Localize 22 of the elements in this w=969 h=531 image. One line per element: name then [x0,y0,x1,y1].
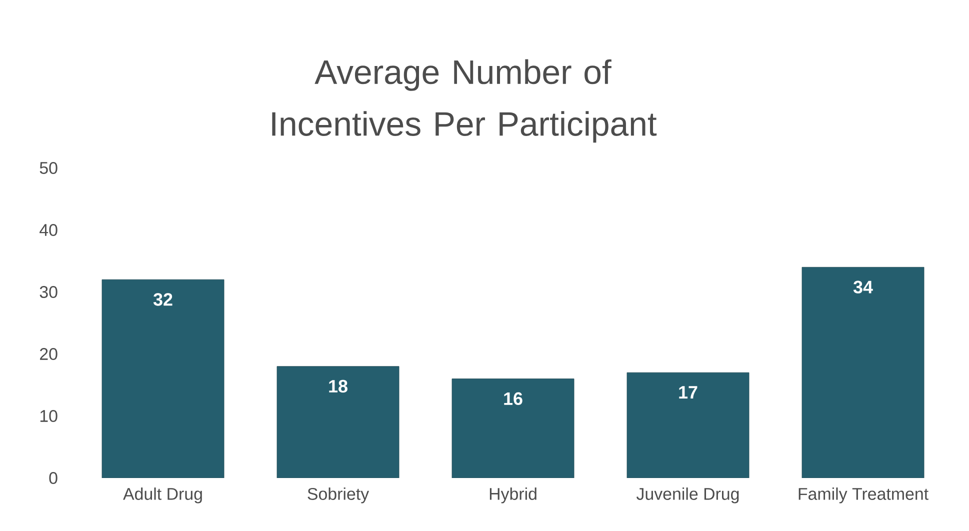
chart-title: Average Number of Incentives Per Participant [272,59,657,143]
bar [102,279,224,478]
data-label: 18 [329,380,348,393]
bar [802,266,924,478]
y-tick-label: 0 [49,472,58,484]
data-label: 17 [679,386,698,398]
y-tick-label: 20 [40,348,58,360]
y-tick-label: 10 [40,410,58,422]
bar [452,378,574,478]
x-tick-label: Family Treatment [798,488,928,504]
data-label: 32 [153,293,172,306]
data-label: 16 [504,392,522,405]
x-tick-label: Juvenile Drug [636,488,739,504]
bar [626,372,750,478]
x-tick-label: Hybrid [490,488,536,504]
data-label: 34 [853,280,873,294]
x-tick-label: Sobriety [308,488,370,504]
y-tick-label: 40 [40,224,58,236]
bar [277,366,400,478]
x-tick-label: Adult Drug [123,488,202,504]
y-tick-label: 30 [40,286,58,298]
y-tick-label: 50 [40,162,58,174]
